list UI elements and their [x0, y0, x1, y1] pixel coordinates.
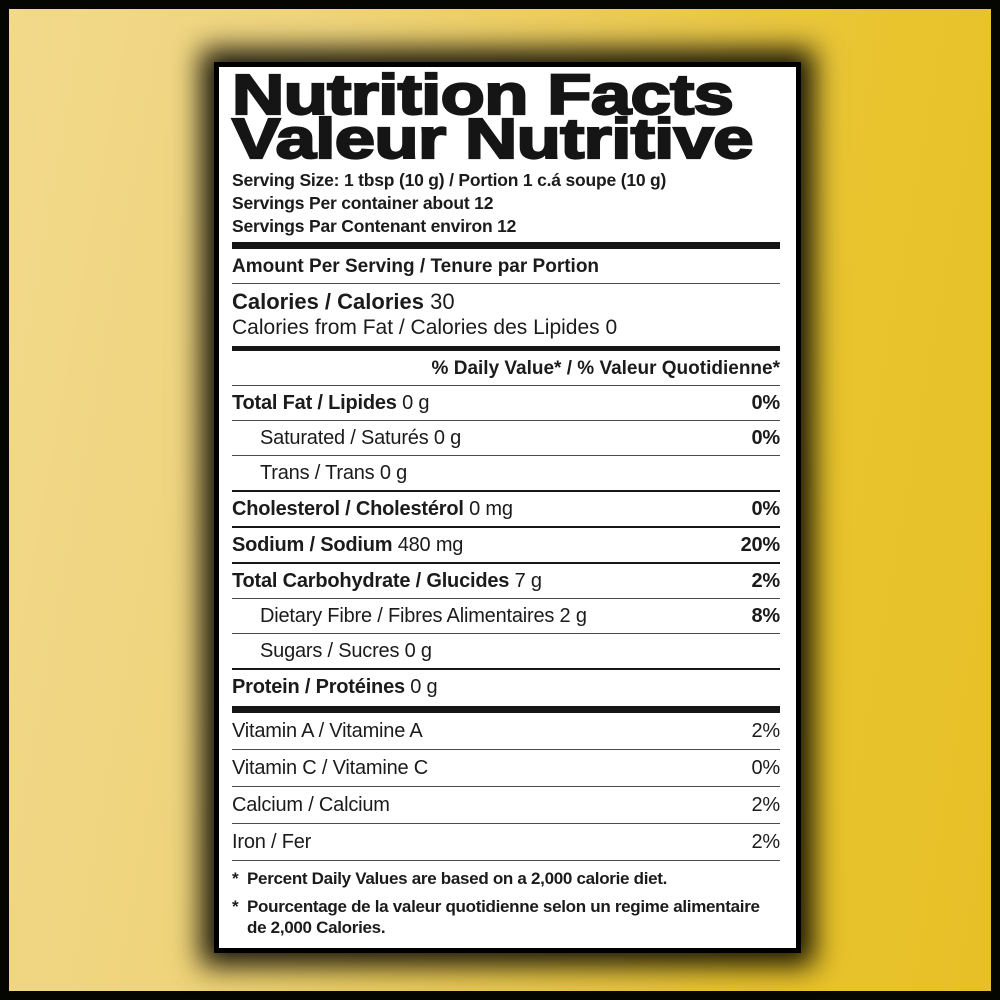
nutrient-name-amount: Saturated / Saturés 0 g [260, 427, 462, 449]
asterisk-marker: * [232, 897, 239, 916]
nutrient-name-amount: Cholesterol / Cholestérol 0 mg [232, 498, 513, 520]
amount-per-serving-header: Amount Per Serving / Tenure par Portion [232, 249, 780, 284]
nutrient-name-amount: Sugars / Sucres 0 g [260, 640, 432, 662]
nutrient-name-amount: Total Fat / Lipides 0 g [232, 392, 430, 414]
nutrient-percent: 0% [751, 392, 780, 414]
vitamin-name: Iron / Fer [232, 831, 312, 853]
nutrient-row: Trans / Trans 0 g [232, 455, 780, 490]
asterisk-marker: * [232, 869, 239, 888]
gold-background: Nutrition Facts Valeur Nutritive Serving… [9, 9, 991, 991]
daily-value-header: % Daily Value* / % Valeur Quotidienne* [431, 358, 780, 379]
nutrient-row: Dietary Fibre / Fibres Alimentaires 2 g … [232, 598, 780, 633]
nutrient-percent: 0% [751, 498, 780, 520]
footnote-text: Percent Daily Values are based on a 2,00… [247, 869, 668, 888]
vitamin-percent: 0% [751, 757, 780, 779]
calories-label: Calories / Calories [232, 289, 424, 314]
footnote-text: Pourcentage de la valeur quotidienne sel… [247, 897, 760, 937]
nutrient-name-amount: Sodium / Sodium 480 mg [232, 534, 464, 556]
serving-info: Serving Size: 1 tbsp (10 g) / Portion 1 … [232, 169, 780, 238]
nutrient-row: Protein / Protéines 0 g [232, 668, 780, 704]
nutrient-name-amount: Total Carbohydrate / Glucides 7 g [232, 570, 542, 592]
nutrient-row: Total Fat / Lipides 0 g 0% [232, 385, 780, 420]
vitamin-row: Vitamin A / Vitamine A 2% [232, 713, 780, 749]
calories-block: Calories / Calories 30 Calories from Fat… [232, 284, 780, 346]
label-title-en: Nutrition Facts [231, 63, 736, 127]
thick-divider-top [232, 242, 780, 249]
vitamin-row: Calcium / Calcium 2% [232, 786, 780, 823]
nutrient-percent: 0% [751, 427, 780, 449]
nutrient-row: Sodium / Sodium 480 mg 20% [232, 526, 780, 562]
vitamin-percent: 2% [751, 720, 780, 742]
nutrient-row: Total Carbohydrate / Glucides 7 g 2% [232, 562, 780, 598]
nutrient-name-amount: Dietary Fibre / Fibres Alimentaires 2 g [260, 605, 587, 627]
nutrient-name-amount: Trans / Trans 0 g [260, 462, 408, 484]
footnote-line: * Pourcentage de la valeur quotidienne s… [232, 896, 780, 938]
label-title-fr: Valeur Nutritive [231, 107, 755, 171]
vitamin-percent: 2% [751, 831, 780, 853]
footnotes: * Percent Daily Values are based on a 2,… [232, 861, 780, 938]
vitamin-name: Calcium / Calcium [232, 794, 390, 816]
nutrient-row: Cholesterol / Cholestérol 0 mg 0% [232, 490, 780, 526]
vitamin-name: Vitamin C / Vitamine C [232, 757, 429, 779]
serving-size-line: Serving Size: 1 tbsp (10 g) / Portion 1 … [232, 170, 667, 190]
vitamin-name: Vitamin A / Vitamine A [232, 720, 423, 742]
nutrient-name-amount: Protein / Protéines 0 g [232, 676, 438, 698]
vitamin-percent: 2% [751, 794, 780, 816]
medium-divider [232, 346, 780, 351]
vitamin-row: Vitamin C / Vitamine C 0% [232, 749, 780, 786]
servings-per-container-en: Servings Per container about 12 [232, 193, 494, 213]
calories-line: Calories / Calories 30 [232, 289, 780, 315]
calories-from-fat-line: Calories from Fat / Calories des Lipides… [232, 316, 618, 339]
nutrient-percent: 20% [740, 534, 781, 556]
nutrient-row: Sugars / Sucres 0 g [232, 633, 780, 668]
nutrition-facts-label: Nutrition Facts Valeur Nutritive Serving… [214, 62, 801, 953]
vitamin-table: Vitamin A / Vitamine A 2% Vitamin C / Vi… [232, 713, 780, 861]
calories-value: 30 [430, 289, 455, 314]
servings-per-container-fr: Servings Par Contenant environ 12 [232, 216, 517, 236]
vitamin-row: Iron / Fer 2% [232, 823, 780, 860]
nutrient-table: Total Fat / Lipides 0 g 0% Saturated / S… [232, 385, 780, 704]
nutrient-percent: 2% [751, 570, 780, 592]
nutrient-row: Saturated / Saturés 0 g 0% [232, 420, 780, 455]
nutrient-percent: 8% [751, 605, 780, 627]
footnote-line: * Percent Daily Values are based on a 2,… [232, 868, 780, 889]
thick-divider-bottom [232, 706, 780, 713]
